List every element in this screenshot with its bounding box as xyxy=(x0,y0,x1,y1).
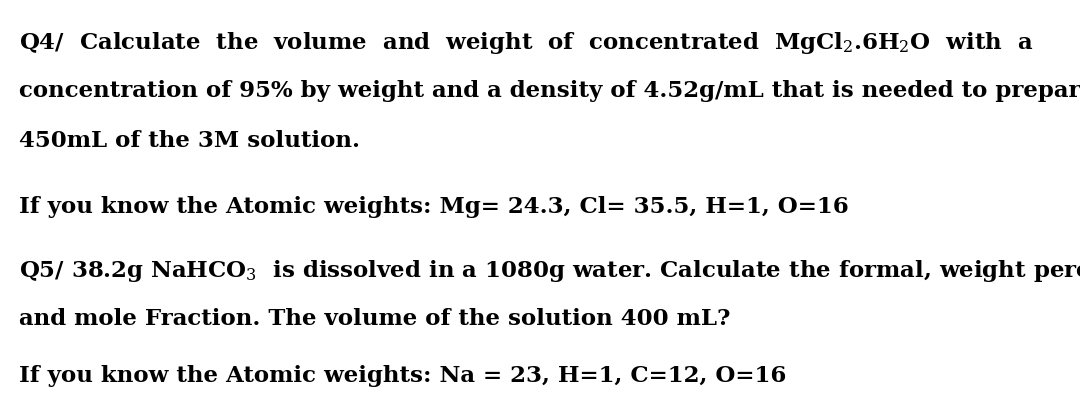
Text: Q5/ 38.2g NaHCO$_3$  is dissolved in a 1080g water. Calculate the formal, weight: Q5/ 38.2g NaHCO$_3$ is dissolved in a 10… xyxy=(19,258,1080,284)
Text: Q4/  Calculate  the  volume  and  weight  of  concentrated  MgCl$_2$.6H$_2$O  wi: Q4/ Calculate the volume and weight of c… xyxy=(19,30,1034,56)
Text: and mole Fraction. The volume of the solution 400 mL?: and mole Fraction. The volume of the sol… xyxy=(19,308,731,330)
Text: If you know the Atomic weights: Mg= 24.3, Cl= 35.5, H=1, O=16: If you know the Atomic weights: Mg= 24.3… xyxy=(19,196,849,218)
Text: concentration of 95% by weight and a density of 4.52g/mL that is needed to prepa: concentration of 95% by weight and a den… xyxy=(19,80,1080,102)
Text: If you know the Atomic weights: Na = 23, H=1, C=12, O=16: If you know the Atomic weights: Na = 23,… xyxy=(19,365,787,387)
Text: 450mL of the 3M solution.: 450mL of the 3M solution. xyxy=(19,130,361,152)
